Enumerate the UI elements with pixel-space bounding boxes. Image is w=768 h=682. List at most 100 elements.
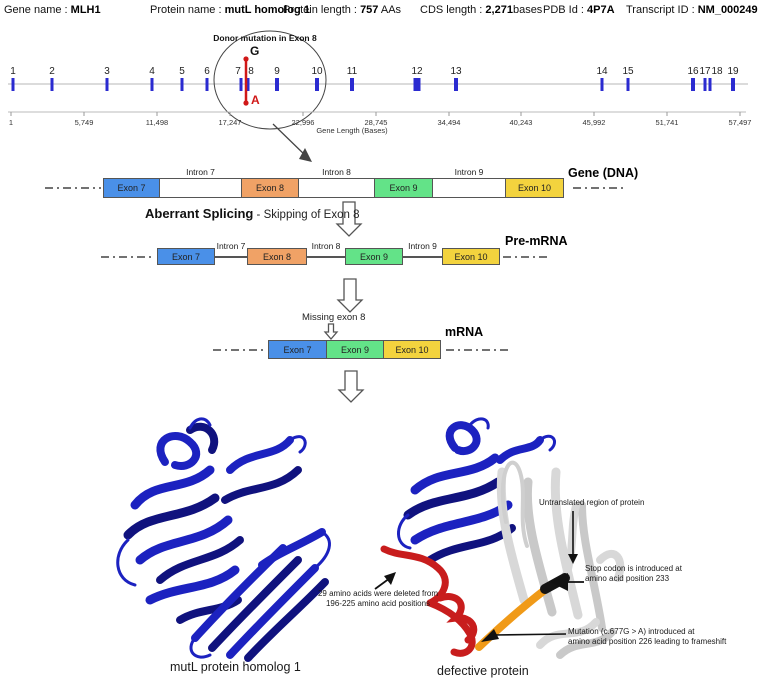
gene-row-intron-9: Intron 9 bbox=[432, 167, 506, 198]
exon-tick-8 bbox=[246, 78, 250, 91]
pre-row-exon-7: Exon 7 bbox=[157, 248, 215, 265]
field-label: Protein length : bbox=[283, 4, 361, 16]
field-label: PDB Id : bbox=[543, 4, 588, 16]
exon-tick-16 bbox=[691, 78, 695, 91]
exon-tick-12 bbox=[413, 78, 421, 91]
exon-number-16: 16 bbox=[687, 66, 699, 77]
annotation-stop-codon: Stop codon is introduced at amino acid p… bbox=[585, 564, 682, 584]
mutation-base-g: G bbox=[250, 44, 259, 58]
exon-tick-15 bbox=[626, 78, 630, 91]
pre-mrna-label: Pre-mRNA bbox=[505, 234, 568, 248]
header-gene-name: Gene name : MLH1 bbox=[4, 4, 101, 16]
pre-row-exon-10: Exon 10 bbox=[442, 248, 500, 265]
exon-number-13: 13 bbox=[450, 66, 462, 77]
annotation-deletion-line2: 196-225 amino acid positions bbox=[325, 599, 431, 608]
ruler-label: 40,243 bbox=[510, 118, 533, 127]
protein-defective-ribbon bbox=[380, 417, 625, 659]
exon-number-7: 7 bbox=[235, 66, 241, 77]
mrna-label: mRNA bbox=[445, 325, 484, 339]
ruler-label: 57,497 bbox=[729, 118, 752, 127]
intron-label: Intron 9 bbox=[454, 167, 484, 177]
exon-number-11: 11 bbox=[347, 66, 358, 77]
exon-tick-6 bbox=[205, 78, 209, 91]
header-protein-name: Protein name : mutL homolog 1 bbox=[150, 4, 310, 16]
exon-number-4: 4 bbox=[149, 66, 155, 77]
ruler-label: 34,494 bbox=[438, 118, 461, 127]
exon-tick-10 bbox=[315, 78, 319, 91]
ruler-tick-group: 1 5,749 11,498 17,247 22,996 28,745 34,494 40,2… bbox=[9, 112, 752, 127]
circle-pointer-arrow bbox=[272, 123, 308, 158]
pre-row-exon-8: Exon 8 bbox=[247, 248, 307, 265]
exon-number-15: 15 bbox=[622, 66, 634, 77]
flow-arrows bbox=[323, 201, 365, 403]
intron-label: Intron 8 bbox=[311, 240, 341, 251]
exon-tick-14 bbox=[600, 78, 604, 91]
annotation-stop-line1: Stop codon is introduced at bbox=[585, 564, 682, 573]
exon-number-19: 19 bbox=[727, 66, 739, 77]
aberrant-splicing-caption: Aberrant Splicing - Skipping of Exon 8 bbox=[145, 205, 359, 223]
deletion-arrow bbox=[374, 577, 391, 590]
exon-tick-5 bbox=[180, 78, 184, 91]
ruler-label: 22,996 bbox=[292, 118, 315, 127]
annotation-mutation: Mutation (c.677G > A) introduced at amin… bbox=[568, 627, 726, 647]
protein-defective-caption: defective protein bbox=[437, 664, 529, 678]
protein-normal-ribbon bbox=[116, 417, 331, 662]
protein-normal-caption: mutL protein homolog 1 bbox=[170, 660, 301, 674]
annotation-arrows bbox=[374, 511, 584, 642]
intron-label: Intron 8 bbox=[322, 167, 351, 177]
exon-number-5: 5 bbox=[179, 66, 185, 77]
aberrant-splicing-rest: - Skipping of Exon 8 bbox=[253, 209, 360, 221]
header-pdb-id: PDB Id : 4P7A bbox=[543, 4, 615, 16]
circle-pointer-arrowhead bbox=[299, 148, 312, 162]
exon-tick-group: 1 2 3 4 5 6 7 8 9 10 11 12 13 14 15 16 17 18 19 bbox=[10, 66, 739, 91]
exon-tick-13 bbox=[454, 78, 458, 91]
field-value: 2,271 bbox=[485, 4, 513, 16]
exon-tick-3 bbox=[105, 78, 109, 91]
exon-number-3: 3 bbox=[104, 66, 110, 77]
field-suffix: AAs bbox=[378, 4, 402, 16]
aberrant-splicing-bold: Aberrant Splicing bbox=[145, 206, 254, 221]
exon-number-12: 12 bbox=[411, 66, 423, 77]
intron-label: Intron 7 bbox=[216, 240, 246, 251]
missing-exon-label: Missing exon 8 bbox=[302, 312, 366, 323]
ruler-label: 5,749 bbox=[75, 118, 94, 127]
gene-row-intron-8: Intron 8 bbox=[298, 167, 375, 198]
annotation-mutation-line2: amino acid position 226 leading to frame… bbox=[568, 637, 727, 646]
mrna-row: Exon 7 Exon 9 Exon 10 bbox=[268, 340, 441, 359]
field-label: CDS length : bbox=[420, 4, 486, 16]
gene-row-exon-7: Exon 7 bbox=[103, 178, 160, 198]
gene-row-exon-8: Exon 8 bbox=[241, 178, 299, 198]
field-value: NM_000249 bbox=[697, 4, 758, 16]
ruler-label: 51,741 bbox=[656, 118, 679, 127]
mutation-dot-bottom bbox=[243, 100, 249, 106]
exon-number-14: 14 bbox=[596, 66, 608, 77]
gene-dna-label: Gene (DNA) bbox=[568, 166, 639, 180]
flow-arrow-3 bbox=[337, 370, 365, 403]
mutation-dot-top bbox=[243, 56, 249, 62]
exon-tick-1 bbox=[11, 78, 15, 91]
exon-tick-17 bbox=[703, 78, 707, 91]
mutation-arrowhead bbox=[481, 629, 499, 642]
mutation-base-a: A bbox=[251, 93, 260, 107]
missing-exon-arrow bbox=[323, 323, 339, 340]
header-transcript-id: Transcript ID : NM_000249 bbox=[626, 4, 758, 16]
stop-codon-arrowhead bbox=[550, 573, 568, 591]
pre-mrna-row: Exon 7 Intron 7 Exon 8 Intron 8 Exon 9 Intron… bbox=[157, 241, 500, 265]
exon-tick-9 bbox=[275, 78, 279, 91]
exon-tick-7 bbox=[239, 78, 243, 91]
annotation-stop-line2: amino acid position 233 bbox=[585, 574, 670, 583]
header-cds-length: CDS length : 2,271bases bbox=[420, 4, 542, 16]
annotation-deletion: 29 amino acids were deleted from 196-225… bbox=[315, 589, 441, 609]
field-label: Gene name : bbox=[4, 4, 71, 16]
field-value: 4P7A bbox=[587, 4, 615, 16]
ruler-label: 1 bbox=[9, 118, 13, 127]
exon-number-9: 9 bbox=[274, 66, 280, 77]
exon-number-10: 10 bbox=[311, 66, 323, 77]
exon-number-1: 1 bbox=[10, 66, 16, 77]
annotation-untranslated: Untranslated region of protein bbox=[539, 498, 645, 507]
field-value: MLH1 bbox=[70, 4, 101, 16]
zoom-circle bbox=[213, 30, 327, 130]
exon-tick-2 bbox=[50, 78, 54, 91]
ruler-label: 28,745 bbox=[365, 118, 388, 127]
exon-number-2: 2 bbox=[49, 66, 55, 77]
